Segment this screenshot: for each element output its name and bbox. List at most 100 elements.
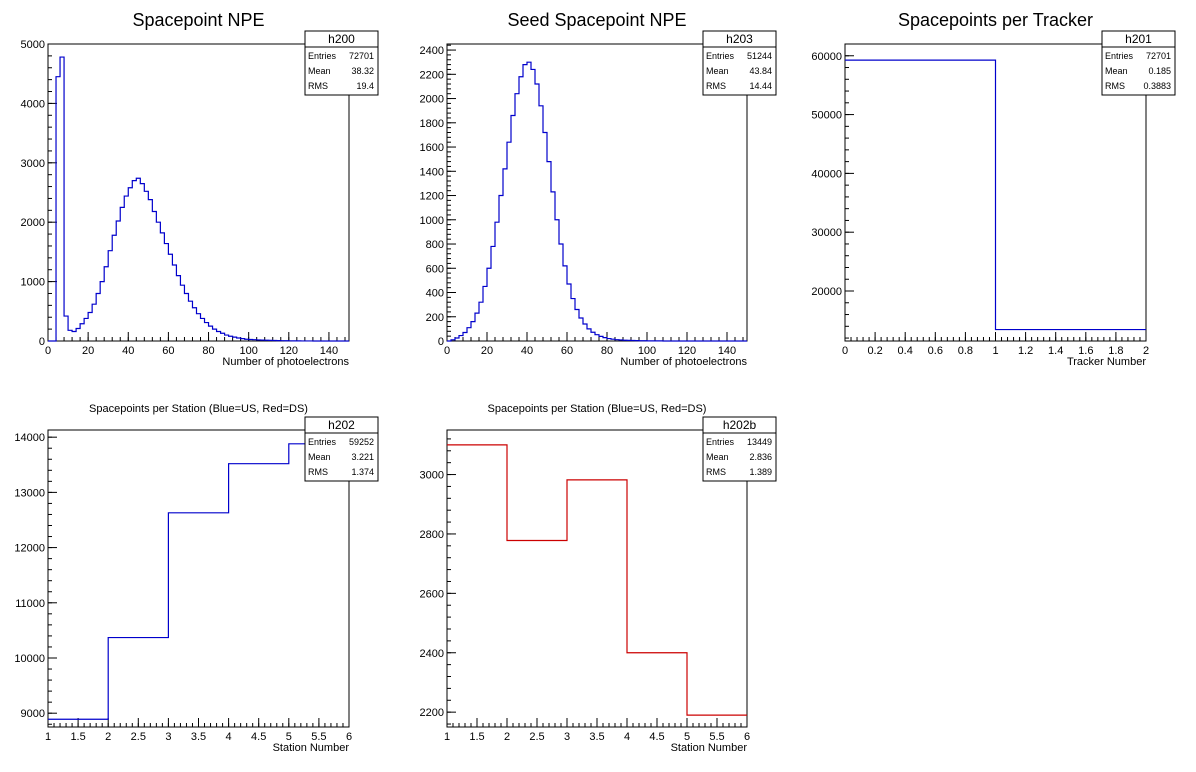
x-tick-label: 2 <box>105 731 111 743</box>
x-tick-label: 1.2 <box>1018 345 1033 357</box>
histogram-bin <box>88 312 92 341</box>
x-tick-label: 60 <box>162 345 174 357</box>
x-tick-label: 120 <box>280 345 298 357</box>
x-axis: 0 0.2 0.4 0.6 0.8 1 1.2 1.4 1.6 1.8 2 <box>842 332 1149 357</box>
histogram-bin <box>144 191 148 341</box>
y-axis: 0 200 400 600 800 1000 1200 1400 1600 1800 2000 220… <box>420 44 456 348</box>
x-tick-label: 3 <box>165 731 171 743</box>
histogram-bin <box>515 94 519 341</box>
x-tick-label: 140 <box>718 345 736 357</box>
histogram-bin <box>519 77 523 341</box>
x-tick-label: 0 <box>444 345 450 357</box>
x-tick-label: 4.5 <box>649 731 664 743</box>
stats-key: RMS <box>706 467 726 477</box>
histogram-bin <box>72 331 76 341</box>
chart-title: Spacepoint NPE <box>132 10 264 30</box>
histogram-bin <box>451 340 455 341</box>
histogram-bin <box>180 285 184 341</box>
histogram-bin <box>164 244 168 341</box>
stats-value: 38.32 <box>351 66 374 76</box>
histogram-bin <box>140 184 144 341</box>
histogram-bin <box>583 324 587 341</box>
histogram-bin <box>527 62 531 341</box>
y-tick-label: 60000 <box>811 51 842 63</box>
histogram-bin <box>845 60 996 341</box>
histogram-line <box>845 59 1146 331</box>
x-tick-label: 4 <box>226 731 232 743</box>
y-tick-label: 400 <box>426 288 444 300</box>
histogram-bin <box>233 337 237 341</box>
x-tick-label: 5 <box>684 731 690 743</box>
histogram-bin <box>523 65 527 341</box>
y-tick-label: 14000 <box>14 432 45 444</box>
histogram-bin <box>92 304 96 341</box>
histogram-bin <box>491 246 495 341</box>
stats-value: 59252 <box>349 437 374 447</box>
histogram-bin <box>96 293 100 341</box>
stats-key: Mean <box>308 66 331 76</box>
y-tick-label: 3000 <box>21 158 45 170</box>
y-axis: 20000 30000 40000 50000 60000 <box>811 43 854 339</box>
stats-key: Mean <box>706 66 729 76</box>
x-tick-label: 0 <box>842 345 848 357</box>
x-axis-label: Number of photoelectrons <box>222 356 349 368</box>
histogram-bin <box>495 222 499 341</box>
x-tick-label: 3 <box>564 731 570 743</box>
chart-title: Spacepoints per Station (Blue=US, Red=DS… <box>89 403 308 415</box>
x-axis-label: Station Number <box>671 742 748 754</box>
y-tick-label: 30000 <box>811 227 842 239</box>
chart-title: Seed Spacepoint NPE <box>507 10 686 30</box>
histogram-bin <box>100 282 104 341</box>
y-axis: 0 1000 2000 3000 4000 5000 <box>21 39 57 348</box>
plot-frame <box>446 43 748 342</box>
y-tick-label: 2200 <box>420 707 444 719</box>
y-tick-label: 3000 <box>420 470 444 482</box>
y-tick-label: 50000 <box>811 110 842 122</box>
x-tick-label: 2 <box>1143 345 1149 357</box>
histogram-bin <box>475 313 479 341</box>
stats-value: 72701 <box>349 51 374 61</box>
histogram-bin <box>249 340 253 341</box>
stats-box-title: h203 <box>726 32 753 46</box>
stats-value: 14.44 <box>749 81 772 91</box>
histogram-bin <box>168 254 172 341</box>
histogram-bins <box>447 445 747 727</box>
x-tick-label: 4.5 <box>251 731 266 743</box>
histogram-bin <box>269 340 273 341</box>
histogram-bin <box>575 309 579 341</box>
histogram-bin <box>160 233 164 341</box>
y-tick-label: 0 <box>39 336 45 348</box>
histogram-bin <box>196 314 200 341</box>
y-tick-label: 13000 <box>14 487 45 499</box>
histogram-bin <box>599 336 603 341</box>
stats-value: 0.3883 <box>1143 81 1171 91</box>
stats-key: RMS <box>706 81 726 91</box>
histogram-bin <box>467 328 471 341</box>
histogram-bin <box>152 212 156 341</box>
stats-box-frame <box>702 30 777 96</box>
histogram-bin <box>471 322 475 341</box>
histogram-bin <box>503 169 507 341</box>
y-tick-label: 2400 <box>420 648 444 660</box>
histogram-bin <box>108 638 168 727</box>
histogram-bin <box>156 222 160 341</box>
histogram-bin <box>245 339 249 341</box>
stats-key: RMS <box>308 467 328 477</box>
histogram-bin <box>128 188 132 341</box>
histogram-bin <box>229 336 233 341</box>
x-tick-label: 120 <box>678 345 696 357</box>
x-tick-label: 100 <box>239 345 257 357</box>
histogram-bin <box>257 340 261 341</box>
histogram-bin <box>551 192 555 341</box>
stats-box: h202b Entries 13449 Mean 2.836 RMS 1.389 <box>702 416 777 482</box>
histogram-bin <box>205 323 209 341</box>
histogram-bin <box>237 338 241 341</box>
histogram-bin <box>104 267 108 341</box>
y-tick-label: 40000 <box>811 168 842 180</box>
y-tick-label: 1000 <box>21 277 45 289</box>
stats-value: 51244 <box>747 51 772 61</box>
x-tick-label: 1.5 <box>469 731 484 743</box>
histogram-bin <box>289 444 349 727</box>
y-tick-label: 2000 <box>420 94 444 106</box>
x-tick-label: 1.5 <box>70 731 85 743</box>
